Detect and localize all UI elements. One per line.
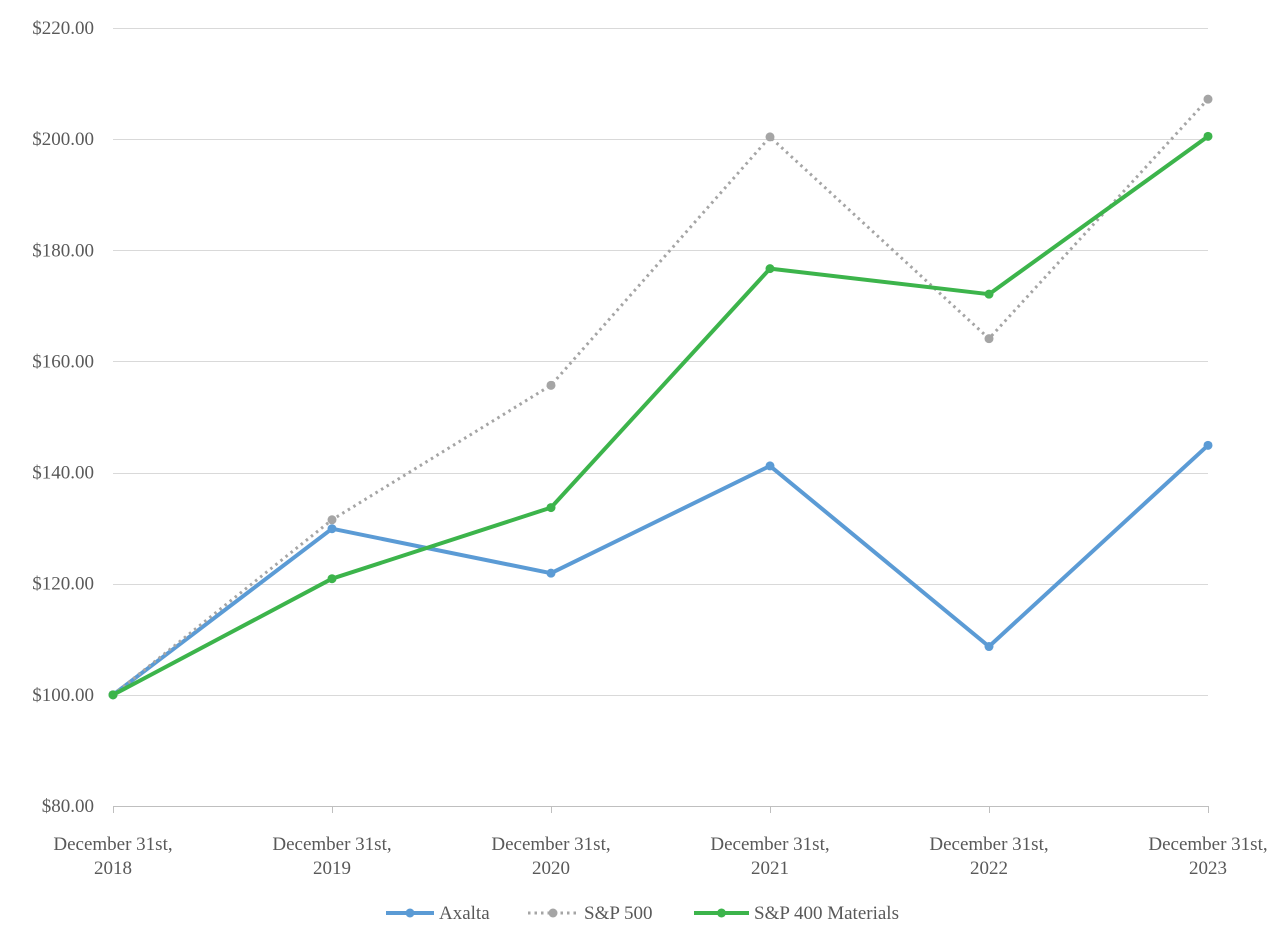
series-lines bbox=[108, 94, 1213, 700]
legend-marker-sp-400-materials bbox=[717, 908, 726, 918]
series-line-sp-400-materials bbox=[112, 134, 1210, 697]
x-tick-label: December 31st, 2018 bbox=[53, 834, 172, 879]
x-tick-label: December 31st, 2023 bbox=[1148, 834, 1267, 879]
x-tick-label-line: December 31st, bbox=[491, 834, 610, 855]
x-tick-label-line: December 31st, bbox=[710, 834, 829, 855]
series-line-axalta bbox=[111, 443, 1210, 697]
y-tick-label: $180.00 bbox=[32, 240, 94, 261]
data-point-axalta bbox=[1203, 440, 1213, 450]
data-point-axalta bbox=[765, 461, 775, 471]
x-tick-label-line: 2018 bbox=[94, 858, 132, 879]
x-tick-label-line: 2023 bbox=[1189, 858, 1227, 879]
data-point-sp-400-materials bbox=[327, 574, 337, 584]
data-point-axalta bbox=[984, 642, 994, 652]
x-tick-label-line: 2020 bbox=[532, 858, 570, 879]
legend: Axalta S&P 500 S&P 400 Materials bbox=[386, 903, 899, 924]
x-tick-label-line: 2022 bbox=[970, 858, 1008, 879]
gridlines bbox=[113, 28, 1208, 807]
y-tick-label: $200.00 bbox=[32, 129, 94, 150]
x-tick-label-line: December 31st, bbox=[1148, 834, 1267, 855]
x-tick-label: December 31st, 2021 bbox=[710, 834, 829, 879]
legend-label-sp-400-materials: S&P 400 Materials bbox=[754, 903, 899, 924]
data-point-sp-500 bbox=[984, 334, 994, 344]
y-tick-label: $100.00 bbox=[32, 685, 94, 706]
data-point-sp-500 bbox=[765, 132, 775, 142]
y-tick-label: $160.00 bbox=[32, 351, 94, 372]
legend-label-axalta: Axalta bbox=[439, 903, 490, 924]
y-tick-label: $140.00 bbox=[32, 463, 94, 484]
data-point-sp-400-materials bbox=[108, 690, 118, 700]
legend-marker-sp-500 bbox=[548, 908, 558, 918]
x-tick-label: December 31st, 2022 bbox=[929, 834, 1048, 879]
legend-marker-axalta bbox=[405, 908, 415, 918]
data-point-axalta bbox=[546, 568, 556, 578]
legend-label-sp-500: S&P 500 bbox=[584, 903, 652, 924]
data-point-sp-400-materials bbox=[1203, 131, 1213, 141]
x-tick-label-line: December 31st, bbox=[53, 834, 172, 855]
x-tick-label-line: 2021 bbox=[751, 858, 789, 879]
data-point-sp-400-materials bbox=[546, 503, 556, 513]
x-tick-label: December 31st, 2019 bbox=[272, 834, 391, 879]
data-point-sp-500 bbox=[327, 515, 337, 525]
x-tick-label: December 31st, 2020 bbox=[491, 834, 610, 879]
data-point-sp-500 bbox=[1203, 94, 1213, 104]
data-point-sp-400-materials bbox=[984, 289, 994, 299]
y-axis-tick-labels: $80.00 $100.00 $120.00 $140.00 $160.00 $180.0… bbox=[32, 18, 94, 817]
y-tick-label: $220.00 bbox=[32, 18, 94, 39]
x-tick-label-line: December 31st, bbox=[929, 834, 1048, 855]
data-point-sp-500 bbox=[546, 380, 556, 390]
data-point-sp-400-materials bbox=[765, 264, 775, 274]
data-point-axalta bbox=[327, 524, 337, 534]
y-tick-label: $80.00 bbox=[42, 796, 94, 817]
y-tick-label: $120.00 bbox=[32, 574, 94, 595]
series-line-sp-500 bbox=[112, 98, 1210, 697]
x-tick-label-line: 2019 bbox=[313, 858, 351, 879]
x-tick-label-line: December 31st, bbox=[272, 834, 391, 855]
